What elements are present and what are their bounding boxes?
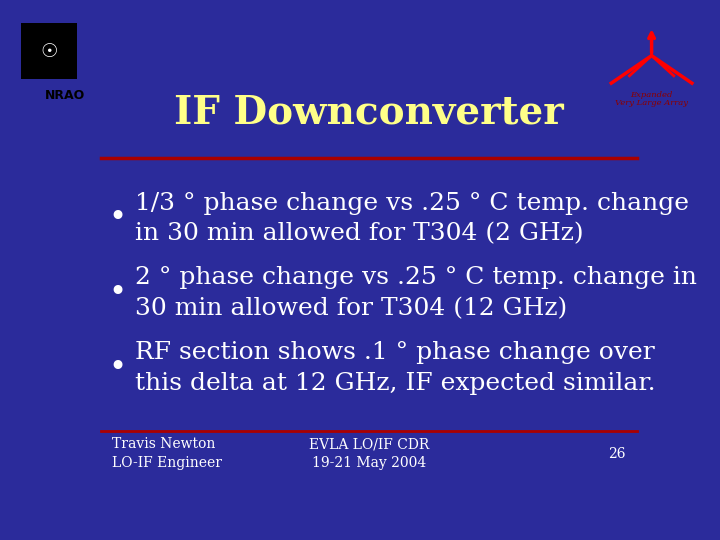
Text: NRAO: NRAO [45,89,85,102]
Text: 26: 26 [608,447,626,461]
Text: Very Large Array: Very Large Array [615,99,688,107]
Text: 1/3 ° phase change vs .25 ° C temp. change
in 30 min allowed for T304 (2 GHz): 1/3 ° phase change vs .25 ° C temp. chan… [135,192,688,246]
Text: •: • [109,278,127,309]
Text: EVLA LO/IF CDR
19-21 May 2004: EVLA LO/IF CDR 19-21 May 2004 [309,437,429,470]
Text: IF Downconverter: IF Downconverter [174,93,564,132]
Text: 2 ° phase change vs .25 ° C temp. change in
30 min allowed for T304 (12 GHz): 2 ° phase change vs .25 ° C temp. change… [135,266,697,321]
Text: Travis Newton
LO-IF Engineer: Travis Newton LO-IF Engineer [112,437,222,470]
Text: Expanded: Expanded [631,91,672,99]
Text: •: • [109,353,127,384]
FancyBboxPatch shape [21,23,77,78]
Text: RF section shows .1 ° phase change over
this delta at 12 GHz, IF expected simila: RF section shows .1 ° phase change over … [135,341,655,395]
Text: •: • [109,203,127,234]
Text: ☉: ☉ [40,42,58,60]
